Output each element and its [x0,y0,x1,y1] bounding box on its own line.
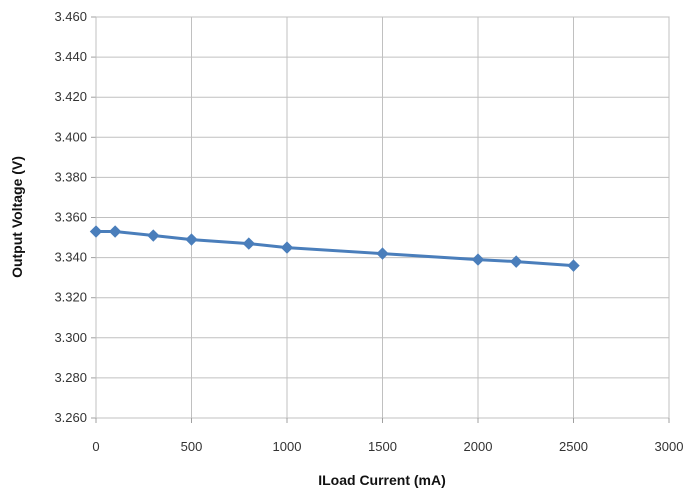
gridlines [91,16,670,423]
data-point [185,233,198,246]
data-point [89,225,103,238]
x-tick-label: 2500 [559,439,588,454]
y-tick-label: 3.360 [54,210,87,225]
x-tick-labels: 0 500 1000 1500 2000 2500 3000 [92,439,683,454]
x-tick-label: 2000 [464,439,493,454]
y-tick-label: 3.460 [54,9,87,24]
y-tick-label: 3.320 [54,290,87,305]
y-tick-label: 3.300 [54,330,87,345]
y-tick-label: 3.400 [54,129,87,144]
series-line [96,230,574,268]
series-layer [89,225,580,272]
data-point [376,247,389,260]
x-tick-label: 500 [181,439,203,454]
x-axis-title: ILoad Current (mA) [318,472,446,488]
y-tick-label: 3.420 [54,89,87,104]
y-tick-labels: 3.260 3.280 3.300 3.320 3.340 3.360 3.380 3.400… [54,9,87,425]
data-point [242,237,256,250]
x-tick-label: 1500 [368,439,397,454]
y-tick-label: 3.340 [54,250,87,265]
y-tick-label: 3.440 [54,49,87,64]
y-axis-title: Output Voltage (V) [9,156,25,278]
x-tick-label: 3000 [655,439,684,454]
y-tick-label: 3.280 [54,370,87,385]
y-tick-label: 3.260 [54,410,87,425]
x-tick-label: 0 [92,439,99,454]
data-point [108,225,122,238]
data-point [567,259,580,272]
y-tick-label: 3.380 [54,169,87,184]
data-point [471,253,485,266]
data-point [509,255,523,268]
data-point [147,229,160,242]
x-tick-label: 1000 [273,439,302,454]
data-point [280,241,294,254]
